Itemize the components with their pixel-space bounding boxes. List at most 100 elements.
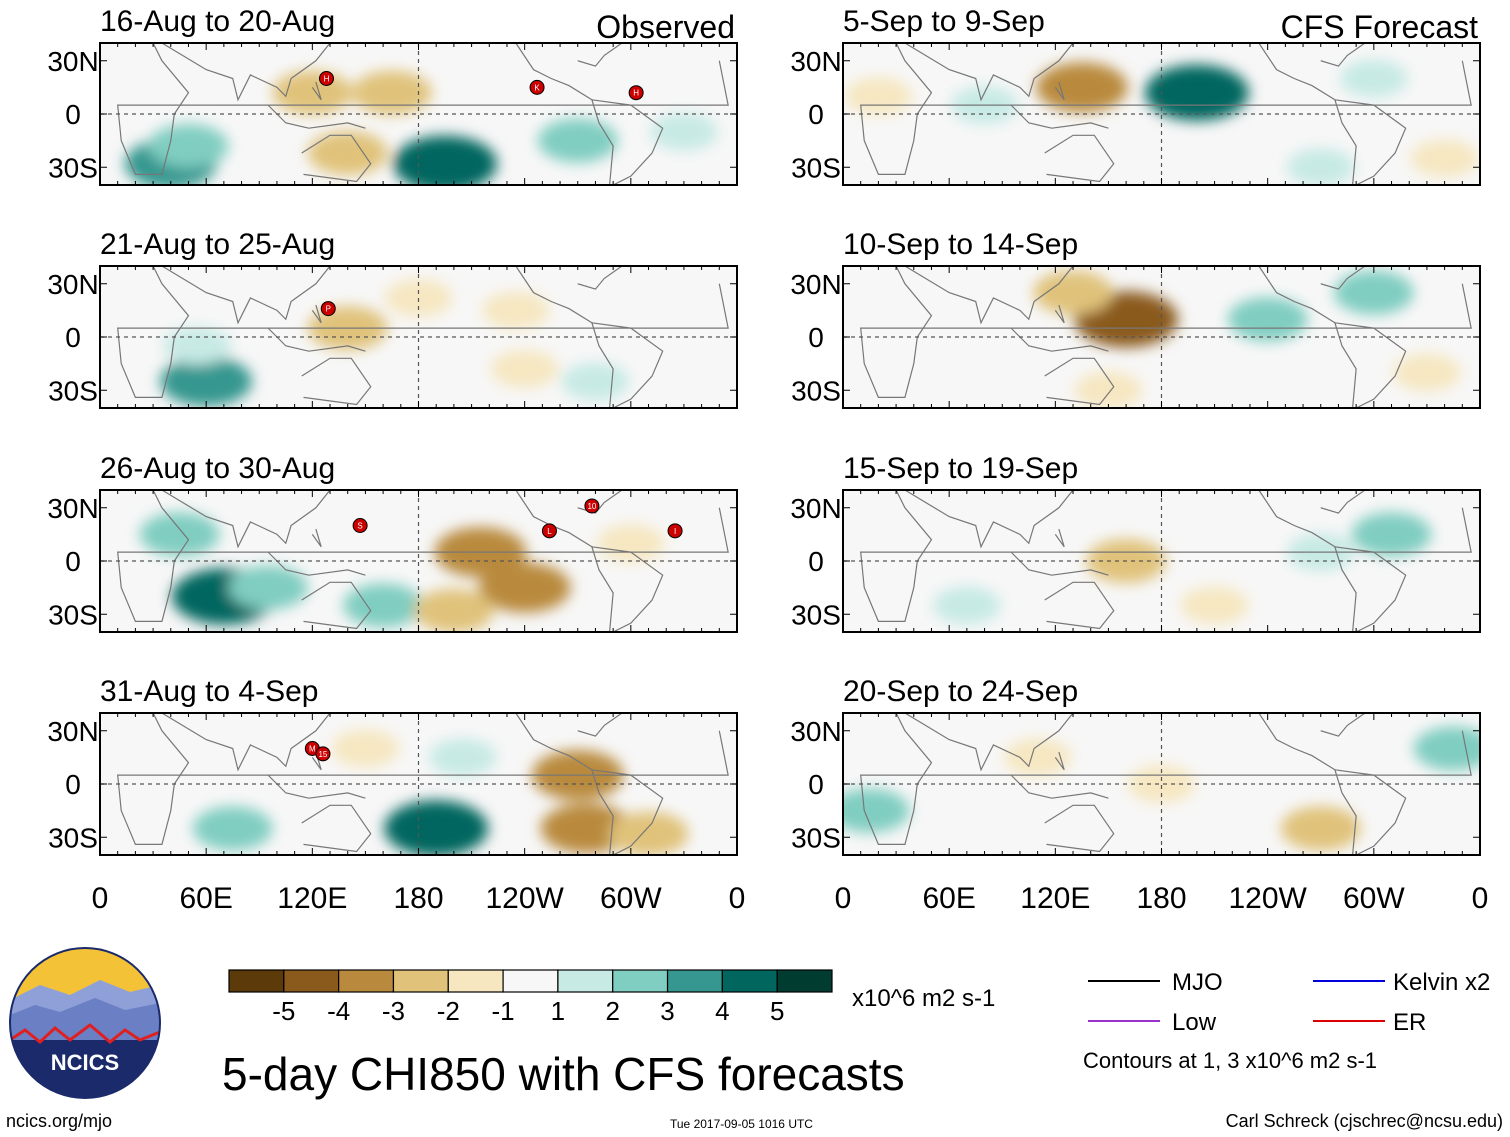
- wet-anomaly-shading: [932, 586, 1001, 625]
- dry-anomaly-shading: [272, 70, 353, 115]
- coastlines: [100, 713, 729, 855]
- ncics-logo: NCICS: [9, 947, 161, 1099]
- y-tick-label: 0: [65, 99, 81, 130]
- legend: MJO Kelvin x2 Low ER Contours at 1, 3 x1…: [1083, 969, 1490, 1073]
- dry-anomaly-shading: [1392, 353, 1461, 392]
- y-tick-label: 30N: [790, 716, 841, 747]
- storm-label: L: [547, 527, 552, 536]
- storm-label: 10: [587, 502, 596, 511]
- dry-anomaly-shading: [307, 131, 388, 176]
- dry-anomaly-shading: [1280, 806, 1361, 851]
- y-tick-label: 30S: [791, 152, 841, 183]
- coastlines: [100, 266, 729, 408]
- x-tick-label: 120E: [277, 882, 347, 915]
- panel-period-title: 21-Aug to 25-Aug: [100, 228, 335, 261]
- colorbar-swatch: [447, 969, 504, 993]
- storm-marker: [584, 498, 600, 514]
- storm-marker: [529, 79, 545, 95]
- y-tick-label: 0: [65, 322, 81, 353]
- dry-anomaly-shading: [413, 588, 494, 632]
- storm-marker: [315, 746, 331, 762]
- colorbar-tick-label: 4: [715, 996, 729, 1026]
- dry-anomaly-shading: [1035, 62, 1128, 113]
- coastlines: [843, 266, 1472, 408]
- footer-author: Carl Schreck (cjschrec@ncsu.edu): [1226, 1111, 1503, 1131]
- panel: H K H 30N 0 30S 16-Aug to 20-Aug Observed: [47, 5, 738, 186]
- wet-anomaly-shading: [1333, 270, 1414, 315]
- footer-url[interactable]: ncics.org/mjo: [6, 1111, 112, 1131]
- colorbar-swatch: [502, 969, 559, 993]
- storm-label: S: [357, 522, 362, 531]
- dry-anomaly-shading: [490, 349, 559, 388]
- panel-period-title: 26-Aug to 30-Aug: [100, 452, 335, 485]
- panel-period-title: 16-Aug to 20-Aug: [100, 5, 335, 38]
- y-tick-label: 0: [65, 769, 81, 800]
- dry-anomaly-shading: [1003, 738, 1072, 777]
- colorbar-tick-label: -4: [327, 996, 350, 1026]
- panel-source-label: CFS Forecast: [1281, 9, 1478, 45]
- dry-anomaly-shading: [478, 562, 571, 613]
- colorbar-swatch: [666, 969, 723, 993]
- panel: S L 10 I 30N 0 30S 26-Aug to 30-Aug: [47, 452, 738, 633]
- dry-anomaly-shading: [1410, 139, 1479, 178]
- wet-anomaly-shading: [163, 326, 232, 365]
- dry-anomaly-shading: [1180, 586, 1249, 625]
- panel-source-label: Observed: [596, 9, 735, 45]
- dry-anomaly-shading: [1033, 270, 1114, 315]
- y-tick-label: 30S: [791, 599, 841, 630]
- wet-anomaly-shading: [1351, 512, 1432, 557]
- dry-anomaly-shading: [1074, 371, 1143, 408]
- x-tick-label: 0: [92, 882, 109, 915]
- coastlines: [843, 490, 1472, 632]
- y-tick-label: 0: [808, 322, 824, 353]
- coastlines: [100, 490, 729, 632]
- y-tick-label: 0: [808, 769, 824, 800]
- x-tick-label: 0: [1472, 882, 1489, 915]
- storm-label: K: [534, 83, 540, 92]
- storm-label: H: [324, 75, 330, 84]
- x-tick-label: 0: [729, 882, 746, 915]
- colorbar-tick-label: -5: [272, 996, 295, 1026]
- colorbar: -5 -4 -3 -2 -1 1 2 3 4 5: [228, 969, 833, 1026]
- wet-anomaly-shading: [192, 806, 273, 851]
- panel-period-title: 10-Sep to 14-Sep: [843, 228, 1078, 261]
- colorbar-swatch: [338, 969, 395, 993]
- logo-text: NCICS: [51, 1050, 119, 1075]
- y-tick-label: 30N: [47, 493, 98, 524]
- panel-period-title: 5-Sep to 9-Sep: [843, 5, 1045, 38]
- footer-timestamp: Tue 2017-09-05 1016 UTC: [670, 1117, 813, 1131]
- main-title: 5-day CHI850 with CFS forecasts: [222, 1048, 905, 1100]
- storm-marker: [541, 523, 557, 539]
- colorbar-swatch: [392, 969, 449, 993]
- dry-anomaly-shading: [1127, 765, 1196, 803]
- colorbar-swatch: [283, 969, 340, 993]
- x-tick-label: 180: [393, 882, 443, 915]
- panel: 30N 0 30S 20-Sep to 24-Sep 0 60E 120E 180 120W 60…: [790, 675, 1489, 915]
- colorbar-tick-label: 5: [770, 996, 784, 1026]
- dry-anomaly-shading: [608, 811, 689, 855]
- dry-anomaly-shading: [844, 77, 913, 116]
- legend-er-label: ER: [1393, 1009, 1426, 1036]
- panel-period-title: 31-Aug to 4-Sep: [100, 675, 318, 708]
- panel: P 30N 0 30S 21-Aug to 25-Aug: [47, 228, 738, 409]
- coastlines: [843, 43, 1472, 185]
- contour-note: Contours at 1, 3 x10^6 m2 s-1: [1083, 1048, 1377, 1073]
- x-tick-label: 60E: [922, 882, 975, 915]
- dry-anomaly-shading: [481, 291, 550, 330]
- legend-low-label: Low: [1172, 1009, 1217, 1036]
- storm-marker: [628, 85, 644, 101]
- panel: 30N 0 30S 10-Sep to 14-Sep: [790, 228, 1481, 409]
- y-tick-label: 30N: [47, 269, 98, 300]
- colorbar-swatch: [721, 969, 778, 993]
- storm-label: I: [674, 527, 676, 536]
- x-tick-label: 120E: [1020, 882, 1090, 915]
- colorbar-swatch: [228, 969, 285, 993]
- wet-anomaly-shading: [148, 123, 229, 168]
- y-tick-label: 30N: [790, 493, 841, 524]
- coastlines: [100, 43, 729, 185]
- storm-label: H: [633, 89, 639, 98]
- panel-period-title: 20-Sep to 24-Sep: [843, 675, 1078, 708]
- x-tick-label: 0: [835, 882, 852, 915]
- wet-anomaly-shading: [649, 112, 718, 151]
